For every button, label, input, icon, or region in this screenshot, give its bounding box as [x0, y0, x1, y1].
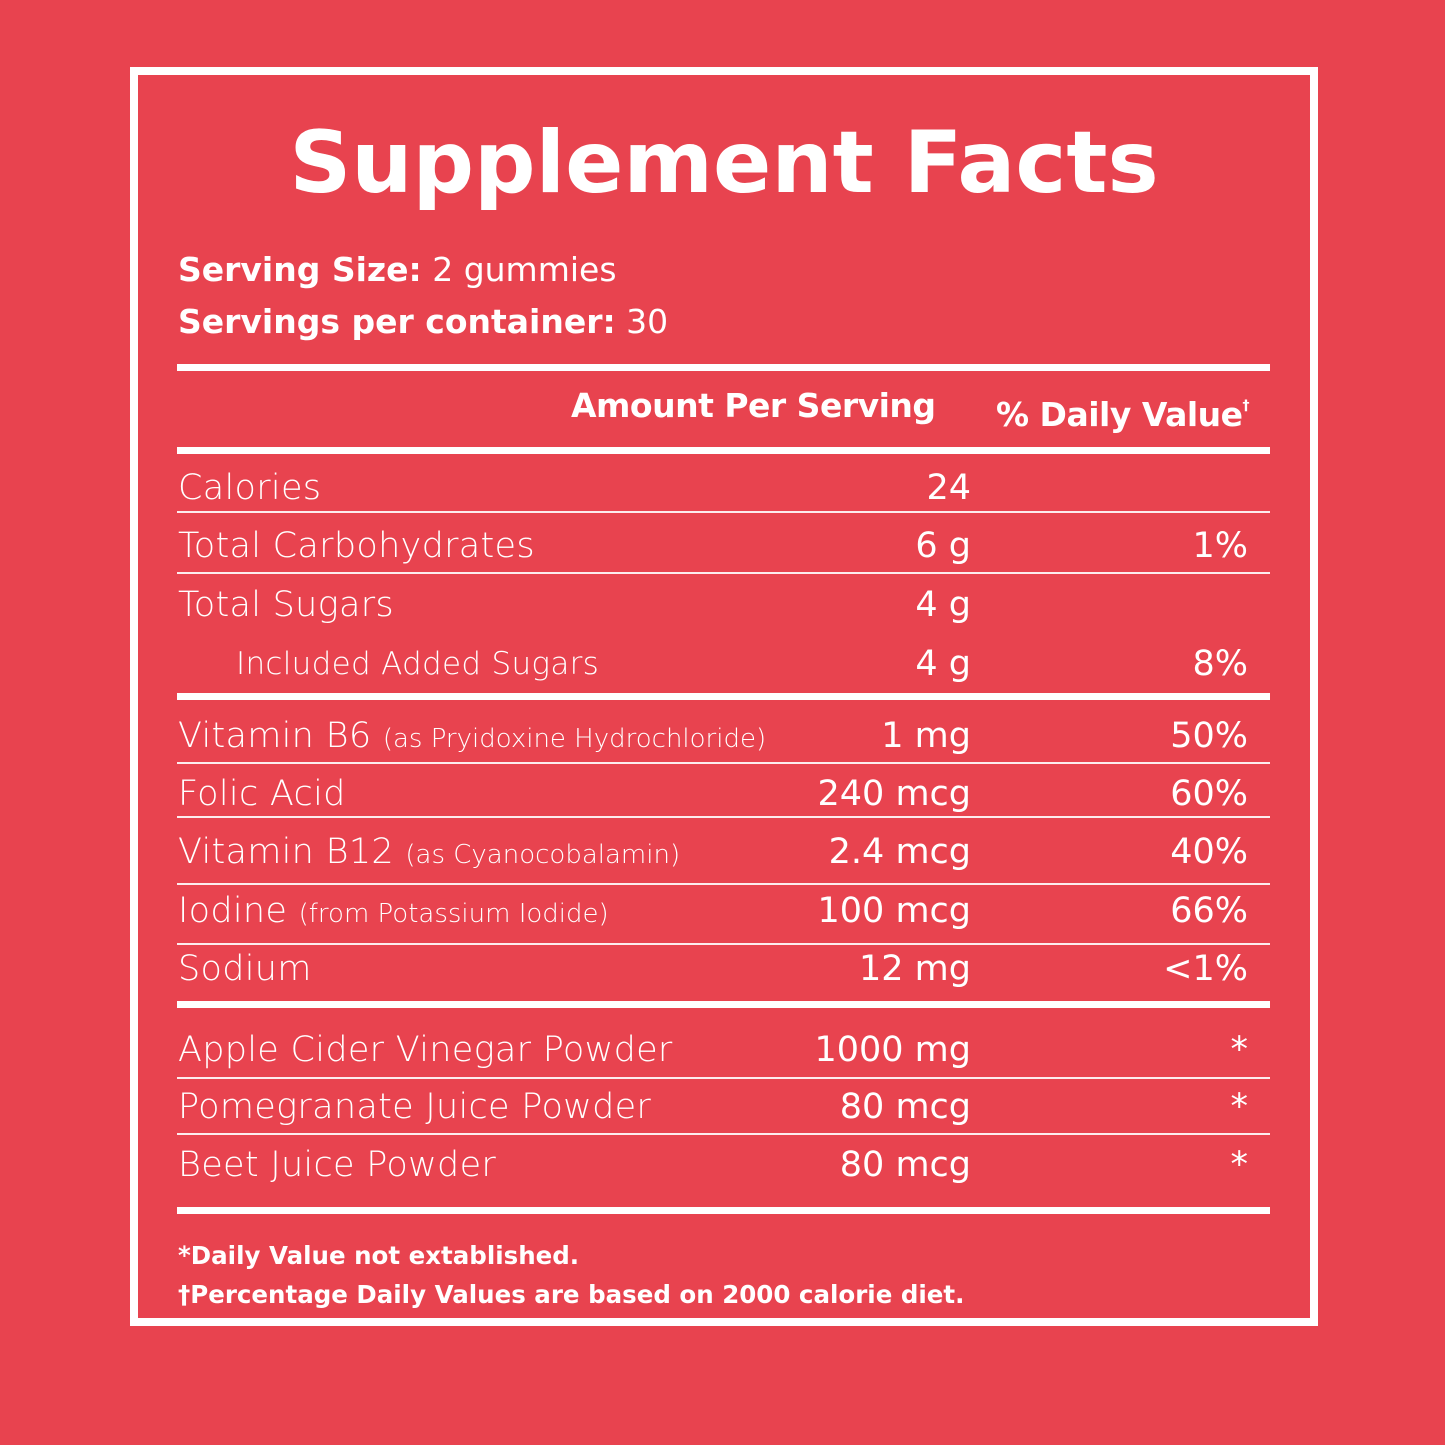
nutrient-amount: 4 g [915, 585, 971, 625]
nutrient-row-sodium: Sodium 12 mg <1% [178, 944, 1258, 994]
divider-thick [177, 364, 1270, 371]
divider-thick [177, 447, 1270, 454]
ingredient-name: Apple Cider Vinegar Powder [178, 1030, 673, 1070]
servings-per-container: Servings per container: 30 [178, 302, 668, 342]
nutrient-name-main: Iodine [178, 891, 299, 931]
ingredient-row-beet-juice: Beet Juice Powder 80 mcg * [178, 1140, 1258, 1190]
nutrient-daily-value: 8% [1192, 644, 1248, 684]
ingredient-row-apple-cider-vinegar: Apple Cider Vinegar Powder 1000 mg * [178, 1025, 1258, 1075]
ingredient-amount: 1000 mg [814, 1030, 971, 1070]
ingredient-name: Pomegranate Juice Powder [178, 1087, 652, 1127]
nutrient-source-note: (as Pryidoxine Hydrochloride) [382, 724, 767, 754]
nutrient-name: Vitamin B6 (as Pryidoxine Hydrochloride) [178, 711, 766, 764]
serving-size-value: 2 gummies [421, 250, 617, 289]
footnote-dv-basis: †Percentage Daily Values are based on 20… [178, 1280, 965, 1309]
nutrient-name: Vitamin B12 (as Cyanocobalamin) [178, 827, 680, 880]
nutrient-name: Folic Acid [178, 774, 346, 814]
nutrient-row-calories: Calories 24 [178, 463, 1258, 513]
serving-size-label: Serving Size: [178, 250, 422, 289]
ingredient-amount: 80 mcg [839, 1145, 971, 1185]
divider-thin [177, 816, 1270, 818]
nutrient-row-total-sugars: Total Sugars 4 g [178, 580, 1258, 630]
divider-thin [177, 883, 1270, 885]
nutrient-amount: 240 mcg [817, 774, 971, 814]
nutrient-row-vitamin-b6: Vitamin B6 (as Pryidoxine Hydrochloride)… [178, 711, 1258, 761]
servings-per-container-label: Servings per container: [178, 302, 616, 341]
ingredient-daily-value: * [1230, 1030, 1249, 1070]
serving-size: Serving Size: 2 gummies [178, 250, 617, 290]
nutrient-row-iodine: Iodine (from Potassium Iodide) 100 mcg 6… [178, 886, 1258, 936]
footnote-dv-not-established: *Daily Value not extablished. [178, 1241, 580, 1270]
nutrient-daily-value: <1% [1163, 949, 1248, 989]
ingredient-amount: 80 mcg [839, 1087, 971, 1127]
nutrient-name: Calories [178, 468, 322, 508]
divider-thick [177, 1207, 1270, 1214]
nutrient-name: Total Sugars [178, 585, 394, 625]
nutrient-source-note: (as Cyanocobalamin) [405, 840, 681, 870]
daily-value-header-label: % Daily Value [996, 395, 1243, 434]
label-border [130, 67, 1318, 1326]
nutrient-daily-value: 50% [1170, 716, 1248, 756]
divider-thin [177, 1133, 1270, 1135]
nutrient-name: Total Carbohydrates [178, 526, 535, 566]
nutrient-amount: 4 g [915, 644, 971, 684]
nutrient-amount: 1 mg [881, 716, 971, 756]
nutrient-name-main: Vitamin B12 [178, 832, 406, 872]
ingredient-name: Beet Juice Powder [178, 1145, 497, 1185]
nutrient-source-note: (from Potassium Iodide) [298, 899, 609, 929]
ingredient-row-pomegranate-juice: Pomegranate Juice Powder 80 mcg * [178, 1082, 1258, 1132]
divider-thin [177, 511, 1270, 513]
nutrient-row-total-carbohydrates: Total Carbohydrates 6 g 1% [178, 521, 1258, 571]
divider-thin [177, 762, 1270, 764]
nutrient-name: Iodine (from Potassium Iodide) [178, 886, 609, 939]
ingredient-daily-value: * [1230, 1087, 1249, 1127]
nutrient-row-folic-acid: Folic Acid 240 mcg 60% [178, 769, 1258, 819]
divider-thick [177, 693, 1270, 700]
divider-thin [177, 943, 1270, 945]
nutrient-daily-value: 40% [1170, 832, 1248, 872]
nutrient-daily-value: 60% [1170, 774, 1248, 814]
nutrient-name: Sodium [178, 949, 312, 989]
nutrient-row-added-sugars: Included Added Sugars 4 g 8% [178, 639, 1258, 689]
servings-per-container-value: 30 [615, 302, 669, 341]
nutrient-amount: 100 mcg [817, 891, 971, 931]
amount-per-serving-header: Amount Per Serving [571, 386, 936, 425]
label-title: Supplement Facts [289, 113, 1159, 213]
dagger-mark: † [1242, 398, 1250, 414]
daily-value-header: % Daily Value† [996, 384, 1249, 437]
nutrient-daily-value: 66% [1170, 891, 1248, 931]
nutrient-name: Included Added Sugars [236, 646, 600, 682]
nutrient-amount: 2.4 mcg [828, 832, 971, 872]
nutrient-amount: 6 g [915, 526, 971, 566]
nutrient-row-vitamin-b12: Vitamin B12 (as Cyanocobalamin) 2.4 mcg … [178, 827, 1258, 877]
nutrient-name-main: Vitamin B6 [178, 716, 383, 756]
divider-thin [177, 1077, 1270, 1079]
nutrient-daily-value: 1% [1192, 526, 1248, 566]
nutrient-amount: 12 mg [859, 949, 971, 989]
divider-thin [177, 572, 1270, 574]
divider-thick [177, 1001, 1270, 1008]
ingredient-daily-value: * [1230, 1145, 1249, 1185]
nutrient-amount: 24 [926, 468, 971, 508]
